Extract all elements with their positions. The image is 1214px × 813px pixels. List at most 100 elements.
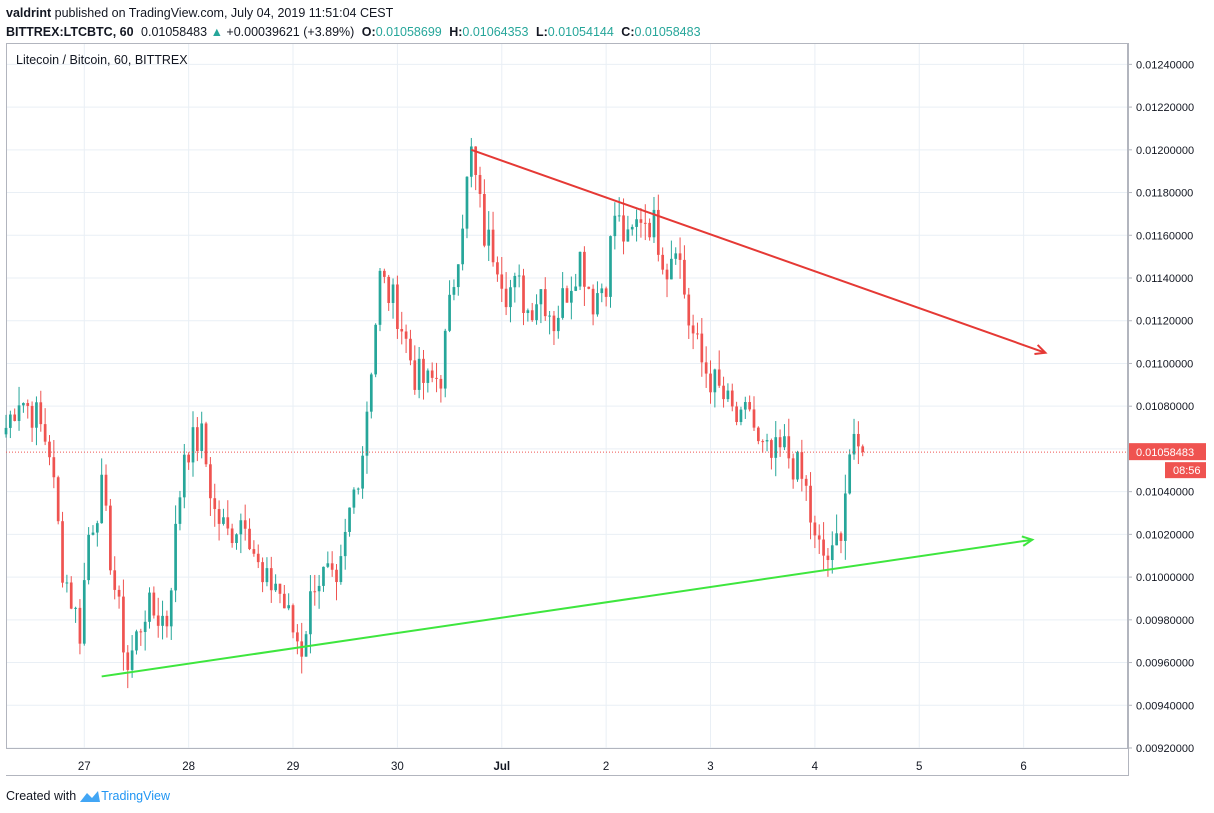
candle-body [739,409,743,423]
candle-body [56,477,60,522]
y-tick-label: 0.01140000 [1136,273,1193,285]
candle-body [809,485,812,523]
candle-body [26,403,30,406]
candle-body [822,539,825,556]
candle-body [30,405,34,428]
last-price-text: 0.01058483 [1136,447,1194,459]
candle-body [687,294,691,326]
candle-body [530,310,534,321]
candle-body [48,441,51,458]
candle-body [696,333,699,335]
candle-body [830,545,834,561]
candle-body [735,406,738,423]
candle-body [483,193,486,246]
candle-body [9,414,12,428]
candle-body [743,402,747,410]
candle-body [361,455,364,489]
candle-body [61,521,64,583]
candle-body [4,427,8,435]
y-tick-label: 0.00980000 [1136,615,1194,627]
y-tick-label: 0.01100000 [1136,358,1193,370]
candle-body [691,325,695,334]
candle-body [65,582,69,584]
candle-body [182,454,186,498]
candle-body [130,650,134,670]
candle-body [348,507,351,532]
candle-body [156,615,160,626]
candle-body [322,566,325,586]
candle-body [604,288,608,297]
y-tick-label: 0.01200000 [1136,145,1194,157]
publish-line: valdrint published on TradingView.com, J… [6,4,1206,23]
candle-body [213,498,217,510]
candle-body [565,288,569,303]
candle-body [191,427,195,463]
candle-body [313,591,317,593]
candle-body [400,329,404,332]
x-tick-label: 27 [78,761,91,773]
candle-body [591,288,595,315]
candle-body [435,377,438,379]
up-arrow-icon: ▲ [210,25,223,39]
candle-body [383,270,386,277]
candle-body [148,592,151,622]
candle-body [722,385,725,400]
candle-body [178,497,182,524]
low-label: L: [535,25,548,39]
author-name[interactable]: valdrint [6,6,52,20]
candle-body [452,287,456,295]
tradingview-logo[interactable]: TradingView [79,787,170,805]
resistance-arrow-icon [1034,344,1048,355]
last-price: 0.01058483 [141,25,208,39]
candle-body [574,286,578,291]
candle-body [770,440,773,458]
candle-body [152,592,156,616]
candle-body [848,454,852,494]
candle-body [622,215,625,242]
candle-body [52,457,56,478]
candle-body [35,402,38,428]
high-value: 0.01064353 [462,25,529,39]
candle-body [517,275,521,277]
candle-body [787,436,791,459]
candle-body [87,534,90,581]
y-tick-label: 0.01020000 [1136,529,1194,541]
candle-body [648,222,651,238]
candle-body [857,433,860,447]
x-tick-label: 30 [391,761,404,773]
symbol-label: BITTREX:LTCBTC, 60 [6,25,134,39]
candle-body [139,631,143,633]
candle-body [583,251,586,287]
plot-border [6,43,1128,749]
y-tick-label: 0.01040000 [1136,487,1194,499]
candle-body [748,402,751,410]
candle-body [456,264,460,288]
candle-body [417,358,421,390]
x-tick-label: 3 [707,761,713,773]
candle-body [661,254,665,270]
support-arrow-icon [1021,535,1035,547]
candle-body [356,488,360,490]
candle-body [78,607,82,644]
candle-body [461,228,464,265]
candle-body [543,289,547,317]
candle-body [513,275,517,288]
candle-body [317,585,321,592]
candle-body [796,452,799,480]
candle-body [665,269,669,280]
candle-body [561,288,564,318]
high-label: H: [449,25,463,39]
candle-body [556,317,560,332]
x-tick-label: Jul [493,761,510,773]
candle-body [235,534,238,544]
price-axis: 0.01240000 0.01220000 0.01200000 0.01180000… [1128,59,1194,755]
candle-body [448,294,451,331]
candle-body [296,632,299,642]
candle-body [300,641,304,657]
x-tick-label: 6 [1020,761,1026,773]
candle-body [278,583,282,594]
candle-body [256,553,260,563]
tradingview-cloud-icon [80,791,101,802]
candle-body [335,569,338,583]
